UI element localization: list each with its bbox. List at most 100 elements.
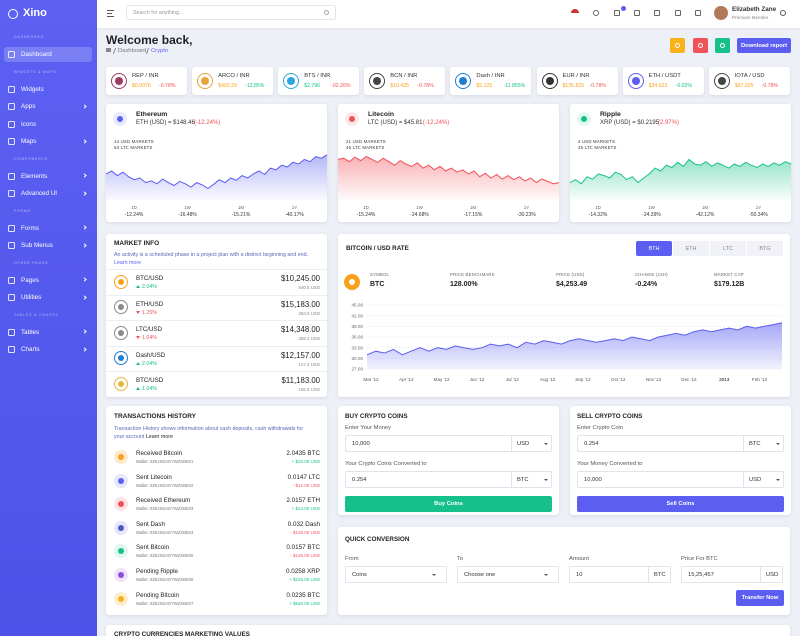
nav-item[interactable]: Elements	[4, 169, 92, 184]
input[interactable]: 10,000 USD	[577, 471, 784, 488]
nav-item[interactable]: Tables	[4, 325, 92, 340]
nav-item[interactable]: Dashboard	[4, 47, 92, 62]
nav-item[interactable]: Advanced UI	[4, 186, 92, 201]
period-change: -40.17%	[285, 212, 304, 218]
chevron	[82, 225, 87, 230]
section-label: TABLES & CHARTS	[14, 312, 59, 317]
volume: 165.8 USD	[298, 387, 320, 392]
tx-icon-inner	[118, 454, 124, 460]
ltc-markets: 63 LTC MARKETS	[114, 145, 153, 150]
menu-bar[interactable]	[107, 10, 114, 11]
nav-icon	[8, 276, 15, 284]
tab[interactable]: BTG	[747, 241, 783, 256]
nav-item[interactable]: Sub Menus	[4, 238, 92, 253]
learn-more-link[interactable]: Learn more	[145, 434, 173, 440]
input-unit: BTC	[654, 572, 666, 578]
menu-bar[interactable]	[107, 13, 112, 14]
pair: LTC/USD	[136, 326, 163, 333]
unit-divider	[511, 436, 512, 451]
download-button[interactable]: Download report	[737, 38, 791, 53]
top-icon[interactable]	[654, 10, 660, 16]
nav-icon	[8, 51, 15, 58]
search-box[interactable]: Search for anything...	[126, 5, 336, 20]
arrow-up	[136, 285, 140, 288]
rate-chart: 45.00 42.00 39.00 36.00 33.00 30.00 27.00 Mar '…	[352, 303, 783, 382]
section-label: WIDGETS & MAPS	[14, 69, 57, 74]
tab[interactable]: ETH	[673, 241, 709, 256]
market-info-card: MARKET INFO An activity is a scheduled ph…	[106, 234, 327, 397]
top-icon[interactable]	[614, 10, 620, 16]
top-icon[interactable]	[593, 10, 599, 16]
price: $15,183.00	[280, 299, 320, 309]
card-title: QUICK CONVERSION	[345, 536, 410, 543]
x-tick-label: 2013	[719, 377, 730, 382]
learn-more-link[interactable]: Learn more	[114, 260, 142, 266]
nav-item[interactable]: Maps	[4, 134, 92, 149]
period-change: -50.34%	[749, 212, 768, 218]
input[interactable]: Coins	[345, 566, 447, 583]
input-value: 10	[576, 572, 583, 578]
row-divider	[106, 320, 327, 321]
nav-label: Icons	[21, 120, 37, 128]
coin-icon-inner	[459, 77, 468, 85]
nav-item[interactable]: Widgets	[4, 82, 92, 97]
nav-item[interactable]: Apps	[4, 99, 92, 114]
stat-value: BTC	[370, 281, 385, 288]
input-value: Choose one	[464, 572, 496, 578]
input[interactable]: 10,000 USD	[345, 435, 552, 452]
coin-card: Ripple XRP (USD) = $0.2195 (2.97%) 4 USD MA…	[569, 104, 792, 222]
nav-item[interactable]: Charts	[4, 342, 92, 357]
tx-wallet: Wallet: 03E2SDAEYWZXBE05	[136, 553, 194, 559]
action-button[interactable]	[693, 38, 708, 53]
input[interactable]: 0.254 BTC	[577, 435, 784, 452]
coin-icon-inner	[118, 380, 124, 387]
nav-item[interactable]: Icons	[4, 117, 92, 132]
pair: BTC/USD	[136, 275, 164, 282]
x-tick-label: Aug '12	[540, 377, 556, 382]
input-value: 0.254	[584, 441, 599, 447]
top-icon[interactable]	[675, 10, 681, 16]
ticker-price: $5.125	[476, 83, 493, 89]
nav-item[interactable]: Utilities	[4, 290, 92, 305]
input-unit: BTC	[749, 441, 761, 447]
input-value: 0.254	[352, 477, 367, 483]
period-change: -15.21%	[231, 212, 251, 218]
transactions-card: TRANSACTIONS HISTORY Transaction History …	[106, 406, 327, 615]
pair: Dash/USD	[136, 351, 166, 359]
tab[interactable]: BTH	[636, 241, 672, 256]
card-title: TRANSACTIONS HISTORY	[114, 413, 196, 420]
description-text: An activity is a scheduled phase in a pr…	[114, 252, 309, 258]
unit-divider	[760, 567, 761, 582]
tx-title: Pending Bitcoin	[136, 591, 179, 599]
submit-button[interactable]: Buy Coins	[345, 496, 552, 512]
submit-button[interactable]: Sell Coins	[577, 496, 784, 512]
input[interactable]: 0.254 BTC	[345, 471, 552, 488]
input[interactable]: 10 BTC	[569, 566, 671, 583]
sparkline	[569, 158, 792, 200]
caret	[776, 479, 780, 481]
nav-item[interactable]: Pages	[4, 273, 92, 288]
button-icon	[675, 43, 680, 48]
action-button[interactable]	[670, 38, 685, 53]
input[interactable]: 15,25,457 USD	[681, 566, 783, 583]
top-icon[interactable]	[695, 10, 701, 16]
period-change: -42.12%	[695, 212, 715, 218]
transfer-button[interactable]: Transfer Now	[736, 590, 784, 606]
input[interactable]: Choose one	[457, 566, 559, 583]
pair: BTC/USD	[136, 377, 164, 384]
nav-icon	[8, 85, 15, 93]
coin-name: Litecoin	[368, 111, 395, 118]
chevron	[82, 138, 87, 144]
ticker-card: REP / INR $0.0076 -0.78%	[106, 67, 187, 95]
nav-item[interactable]: Forms	[4, 221, 92, 236]
arrow-up	[136, 361, 140, 365]
tab[interactable]: LTC	[710, 241, 746, 256]
sell-card: SELL CRYPTO COINS Enter Crypto Coin 0.254 B…	[570, 406, 791, 515]
nav-label: Tables	[21, 328, 40, 336]
menu-bar[interactable]	[107, 16, 114, 17]
y-tick-label: 39.00	[352, 324, 364, 329]
coin-icon-inner	[545, 77, 554, 85]
top-icon[interactable]	[634, 10, 640, 16]
ticker-pair: IOTA / USD	[734, 73, 765, 79]
action-button[interactable]	[715, 38, 730, 53]
